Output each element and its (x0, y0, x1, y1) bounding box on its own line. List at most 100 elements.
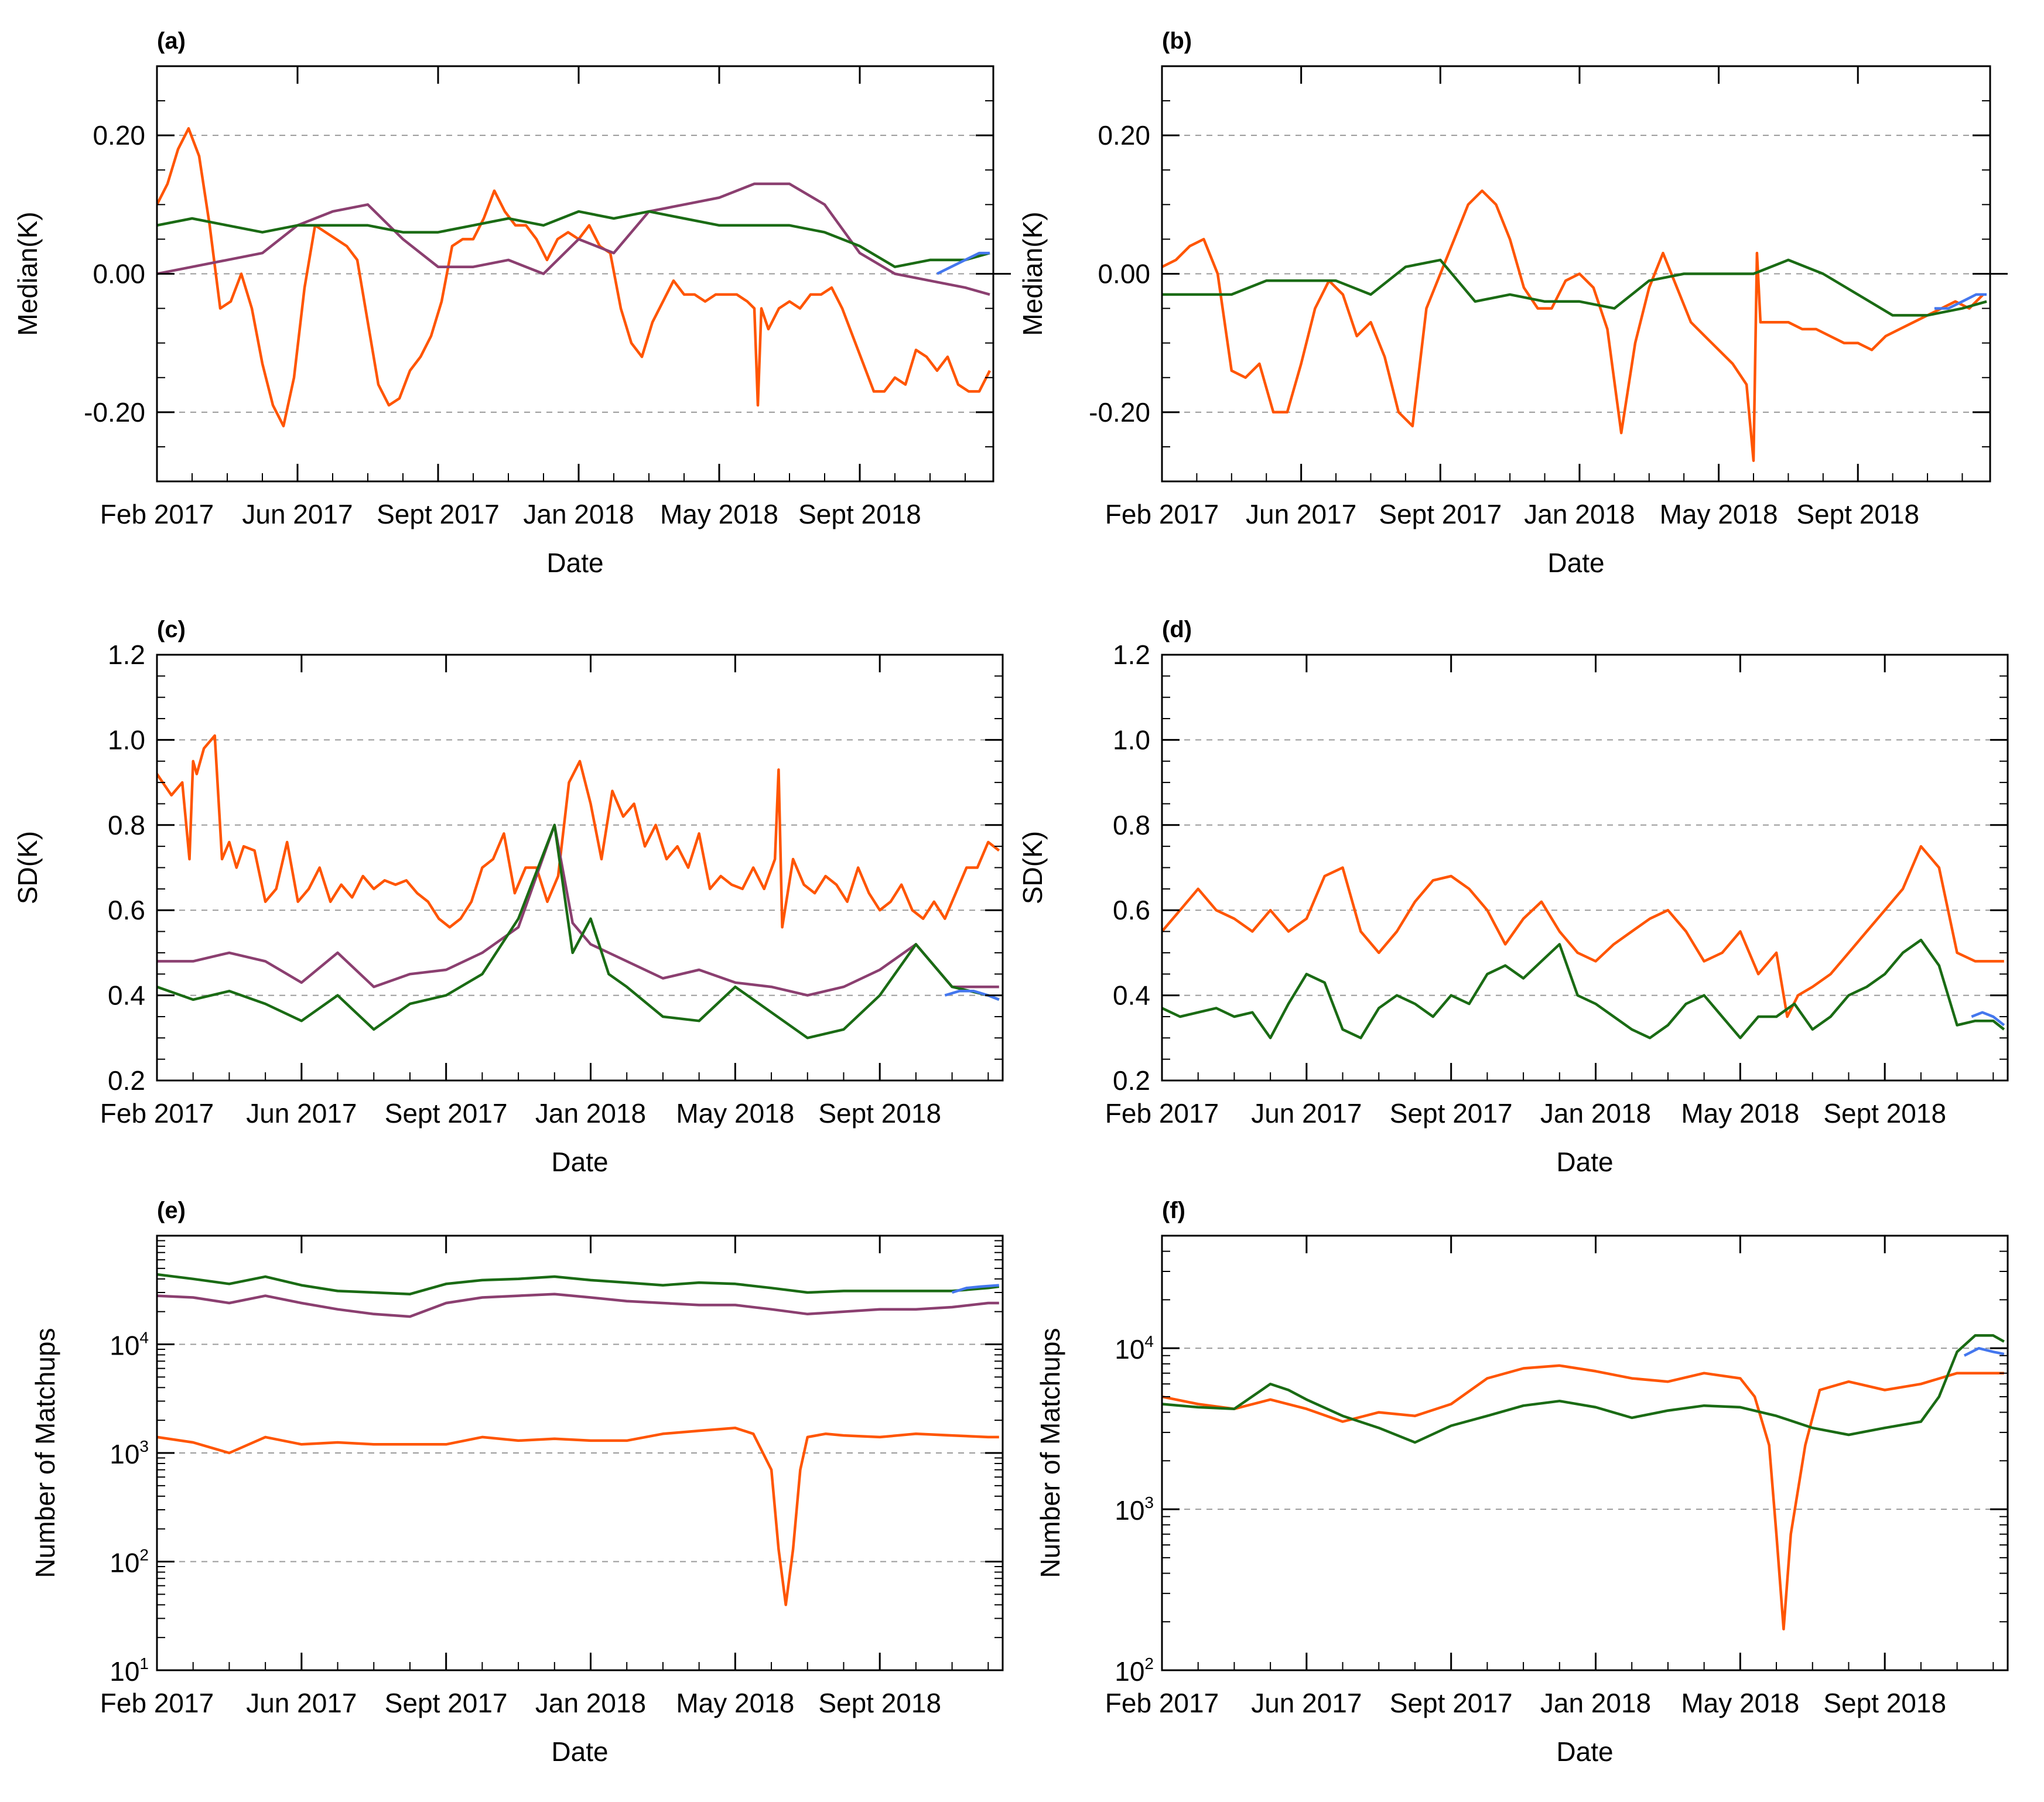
series-line-green (157, 823, 1000, 1040)
plot-frame (1161, 654, 2009, 1082)
x-axis-title: Date (1556, 1147, 1613, 1177)
series-line-green (157, 1273, 1000, 1295)
series-line-green (1162, 1334, 2005, 1444)
x-tick-label: May 2018 (1660, 499, 1778, 529)
x-tick-label: Jun 2017 (246, 1098, 357, 1129)
series-line-blue (1971, 1011, 2005, 1027)
series-line-orange (157, 734, 1000, 929)
panel-label: (f) (1162, 1198, 1185, 1223)
x-tick-label: Jan 2018 (1540, 1098, 1651, 1129)
x-tick-label: Jun 2017 (1246, 499, 1356, 529)
series-line-purple (157, 182, 990, 296)
y-tick-label: 0.20 (93, 120, 145, 151)
panel-f: Feb 2017 Jun 2017 Sept 2017 Jan 2018 May 201… (1035, 1198, 2009, 1767)
series-line-green (157, 210, 990, 268)
plot-frame (1161, 1235, 2009, 1671)
series-line-purple (157, 823, 999, 997)
x-axis-title: Date (1556, 1736, 1613, 1767)
y-tick-label: 104 (1115, 1332, 1154, 1365)
x-tick-label: Sept 2018 (1823, 1098, 1946, 1129)
x-tick-label: Jan 2018 (1524, 499, 1635, 529)
y-tick-label: 103 (110, 1437, 149, 1469)
series-line-orange (1162, 1364, 2004, 1631)
y-tick-label: 102 (110, 1546, 149, 1578)
y-axis-title: SD(K) (1017, 831, 1048, 904)
x-tick-label: Sept 2017 (385, 1688, 508, 1718)
series-line-orange (157, 127, 992, 428)
y-tick-label: 0.2 (108, 1065, 145, 1096)
x-tick-label: May 2018 (1681, 1098, 1799, 1129)
x-tick-label: May 2018 (660, 499, 778, 529)
x-tick-label: Jan 2018 (535, 1098, 646, 1129)
x-tick-label: Jun 2017 (246, 1688, 357, 1718)
y-tick-label: -0.20 (1089, 397, 1150, 428)
x-tick-label: Sept 2018 (798, 499, 921, 529)
y-tick-label: 0.4 (1113, 980, 1150, 1011)
y-tick-label: 103 (1115, 1493, 1154, 1526)
x-tick-label: May 2018 (676, 1098, 794, 1129)
x-tick-label: Jan 2018 (1540, 1688, 1651, 1718)
y-tick-label: 0.8 (108, 810, 145, 840)
x-tick-label: May 2018 (1681, 1688, 1799, 1718)
panel-b: Feb 2017 Jun 2017 Sept 2017 Jan 2018 May 201… (1017, 28, 2008, 578)
y-axis-title: Median(K) (12, 211, 43, 336)
y-tick-label: 1.0 (1113, 724, 1150, 755)
series-line-green (1162, 258, 1987, 317)
panel-e: Feb 2017 Jun 2017 Sept 2017 Jan 2018 May 201… (30, 1198, 1004, 1767)
y-tick-label: -0.20 (84, 397, 145, 428)
series-line-blue (951, 1284, 999, 1294)
y-tick-label: 0.8 (1113, 810, 1150, 840)
x-tick-label: Feb 2017 (100, 1098, 214, 1129)
y-tick-label: 104 (110, 1329, 149, 1361)
x-tick-label: Jan 2018 (523, 499, 634, 529)
x-tick-label: Jun 2017 (1251, 1688, 1362, 1718)
panel-label: (b) (1162, 28, 1192, 54)
panel-a: Feb 2017 Jun 2017 Sept 2017 Jan 2018 May 201… (12, 28, 1011, 578)
y-tick-label: 102 (1115, 1654, 1154, 1687)
y-axis-title: Number of Matchups (30, 1328, 60, 1578)
y-tick-label: 101 (110, 1654, 149, 1687)
x-tick-label: Feb 2017 (1105, 499, 1219, 529)
x-tick-label: Jun 2017 (242, 499, 353, 529)
series-line-purple (157, 1292, 999, 1318)
x-tick-label: Feb 2017 (100, 1688, 214, 1718)
x-tick-label: Feb 2017 (1105, 1098, 1219, 1129)
panel-label: (c) (157, 617, 186, 642)
y-tick-label: 1.0 (108, 724, 145, 755)
panel-d: Feb 2017 Jun 2017 Sept 2017 Jan 2018 May 201… (1017, 617, 2009, 1177)
y-tick-label: 1.2 (1113, 640, 1150, 670)
y-tick-label: 0.00 (1098, 259, 1150, 289)
x-tick-label: Sept 2017 (1379, 499, 1502, 529)
series-line-orange (157, 1427, 999, 1606)
x-tick-label: Jun 2017 (1251, 1098, 1362, 1129)
series-line-orange (1162, 189, 1984, 462)
panel-label: (a) (157, 28, 186, 54)
x-tick-label: Sept 2018 (818, 1098, 941, 1129)
series-line-orange (1162, 844, 2004, 1018)
series-line-green (1162, 938, 2005, 1040)
y-tick-label: 0.2 (1113, 1065, 1150, 1096)
series-line-blue (936, 251, 990, 275)
x-axis-title: Date (551, 1736, 608, 1767)
y-tick-label: 0.20 (1098, 120, 1150, 151)
series-line-blue (944, 990, 1000, 1001)
y-tick-label: 0.00 (93, 259, 145, 289)
panel-label: (e) (157, 1198, 186, 1223)
x-tick-label: Sept 2017 (1390, 1688, 1513, 1718)
y-tick-label: 1.2 (108, 640, 145, 670)
y-axis-title: Number of Matchups (1035, 1328, 1065, 1578)
y-axis-title: Median(K) (1017, 211, 1048, 336)
panel-label: (d) (1162, 617, 1192, 642)
y-tick-label: 0.4 (108, 980, 145, 1011)
x-tick-label: Sept 2017 (385, 1098, 508, 1129)
y-tick-label: 0.6 (108, 895, 145, 925)
series-line-blue (1963, 1346, 2005, 1357)
plot-frame (156, 654, 1004, 1082)
y-tick-label: 0.6 (1113, 895, 1150, 925)
x-tick-label: Sept 2018 (1823, 1688, 1946, 1718)
x-tick-label: Sept 2018 (818, 1688, 941, 1718)
x-tick-label: Sept 2017 (1390, 1098, 1513, 1129)
panel-c: Feb 2017 Jun 2017 Sept 2017 Jan 2018 May 201… (12, 617, 1004, 1177)
x-tick-label: Sept 2017 (377, 499, 500, 529)
x-tick-label: Feb 2017 (1105, 1688, 1219, 1718)
